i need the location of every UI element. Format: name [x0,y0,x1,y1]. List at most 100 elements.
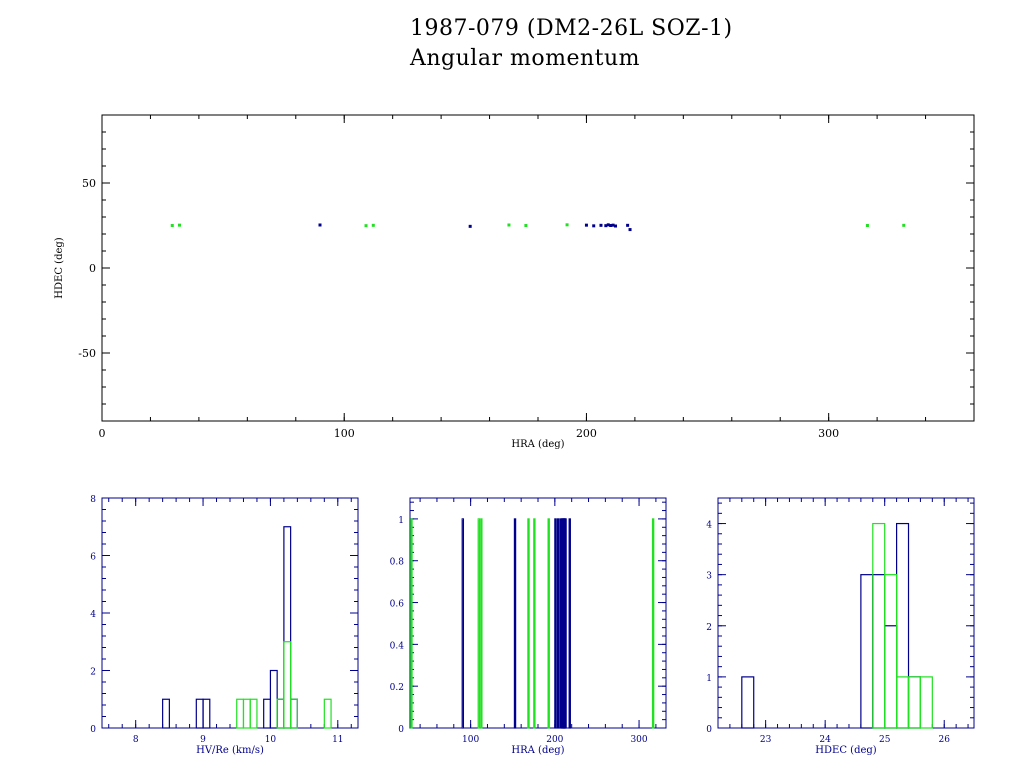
y-tick-label: 0.2 [390,683,404,693]
scatter-point-series-1 [614,224,618,228]
histogram-bar-series-1 [554,518,557,729]
histogram-bar-series-1 [283,526,292,729]
histogram-bar-series-2 [283,641,292,729]
title-block: 1987-079 (DM2-26L SOZ-1) Angular momentu… [410,14,733,74]
histogram-bar-series-2 [276,698,285,729]
x-tick-label: 0 [99,427,106,440]
y-tick-label: 3 [706,572,712,582]
x-axis-label: HRA (deg) [511,439,564,450]
scatter-point-series-1 [611,223,615,227]
scatter-point-series-1 [318,223,322,227]
histogram-bar-series-1 [564,518,567,729]
histogram-bar-series-2 [907,676,922,729]
histogram-bar-series-1 [202,698,211,729]
histogram-bar-series-2 [872,522,886,729]
plot-frame [101,497,359,729]
x-tick-label: 11 [332,735,343,745]
scatter-point-series-1 [599,223,603,227]
y-tick-label: 0.6 [390,600,405,610]
plot-frame [717,497,975,729]
scatter-point-series-1 [584,223,588,227]
scatter-point-series-1 [604,224,608,228]
y-tick-label: 0.4 [390,641,405,651]
histogram-bar-series-2 [527,518,530,729]
y-tick-label: 6 [90,553,96,563]
scatter-point-series-1 [609,224,613,227]
x-axis-label: HV/Re (km/s) [196,745,264,756]
histogram-bar-series-1 [860,574,874,729]
y-axis-label: HDEC (deg) [54,237,65,298]
x-axis-label: HDEC (deg) [815,745,876,756]
y-tick-label: 4 [706,521,712,531]
scatter-plot-hra-hdec: 0 100 200 300 -50 0 50 HRA (deg) HDEC (deg) [54,114,975,450]
y-tick-label: 0.8 [390,558,405,568]
histogram-hra: 100 200 300 0 0.2 0.4 0.6 0.8 1 HRA (deg) [390,497,667,756]
histogram-bar-series-1 [741,676,755,729]
histogram-bar-series-1 [872,574,886,729]
histogram-bar-series-2 [249,698,258,729]
scatter-point-series-2 [178,223,182,227]
scatter-point-series-2 [524,224,528,227]
y-tick-label: 0 [398,725,404,735]
scatter-point-series-1 [592,224,596,228]
histogram-bar-series-2 [323,698,332,729]
histogram-bar-series-2 [242,698,251,729]
histogram-bar-series-2 [480,518,483,729]
x-tick-label: 100 [462,735,479,745]
histogram-bar-series-2 [884,574,898,729]
y-tick-label: 50 [82,177,96,190]
scatter-point-series-2 [507,223,511,227]
scatter-point-series-1 [626,223,630,227]
histogram-bar-series-1 [162,698,170,729]
y-tick-label: 0 [89,262,96,275]
histogram-bar-series-1 [290,698,298,729]
y-tick-label: 2 [90,668,96,678]
x-tick-label: 10 [265,735,277,745]
plot-frame [409,497,667,729]
chart-title: 1987-079 (DM2-26L SOZ-1) [410,16,733,41]
histogram-bar-series-1 [907,676,922,729]
scatter-point-series-2 [371,223,375,227]
histogram-bar-series-1 [461,518,465,729]
y-tick-label: 1 [706,674,712,684]
histogram-bar-series-2 [410,518,413,729]
plot-frame [101,114,975,422]
x-tick-label: 100 [334,427,355,440]
histogram-bar-series-1 [896,522,910,729]
histogram-bar-series-2 [290,698,298,729]
histogram-bar-series-1 [269,669,278,729]
x-tick-label: 200 [546,735,563,745]
x-tick-label: 200 [576,427,597,440]
scatter-point-series-2 [902,223,906,227]
y-tick-label: 0 [90,725,96,735]
scatter-point-series-1 [468,224,472,228]
histogram-bar-series-2 [651,518,655,729]
scatter-point-series-2 [364,224,368,228]
histogram-bar-series-2 [547,518,550,729]
histogram-hv-re: 8 9 10 11 0 2 4 6 8 HV/Re (km/s) [90,495,359,756]
histogram-bar-series-2 [533,518,536,729]
x-tick-label: 25 [879,735,891,745]
histogram-bar-series-1 [513,518,517,729]
scatter-point-series-1 [628,228,632,232]
y-tick-label: 0 [706,725,712,735]
y-tick-label: -50 [78,347,96,360]
y-tick-label: 8 [90,495,96,505]
histogram-bar-series-1 [559,518,562,729]
histogram-bar-series-2 [919,676,933,729]
histogram-bar-series-1 [276,698,285,729]
histogram-bar-series-2 [477,518,481,729]
histogram-bar-series-1 [556,518,560,729]
scatter-point-series-2 [565,223,569,227]
y-tick-label: 1 [398,516,404,526]
x-tick-label: 300 [818,427,839,440]
y-tick-label: 2 [706,623,712,633]
x-tick-label: 8 [133,735,139,745]
x-tick-label: 26 [939,735,951,745]
scatter-point-series-1 [606,223,610,227]
histogram-bar-series-1 [568,518,571,729]
scatter-point-series-2 [865,224,869,227]
histogram-bar-series-1 [884,625,898,729]
